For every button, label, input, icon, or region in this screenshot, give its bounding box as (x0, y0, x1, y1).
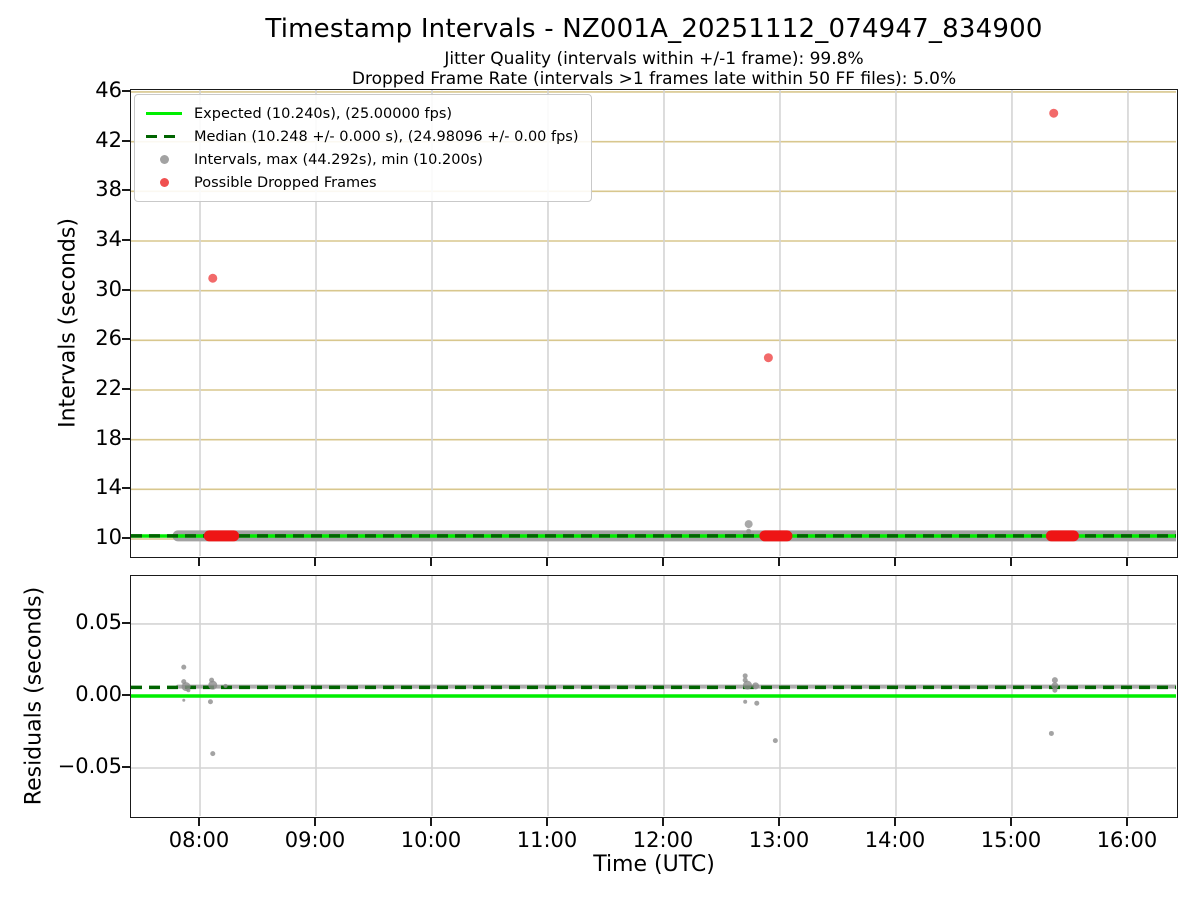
residual-point (181, 664, 187, 670)
xtick-mark-residuals (778, 818, 780, 826)
ytick-mark-intervals (122, 139, 130, 142)
xtick-label-time: 12:00 (632, 828, 694, 852)
xtick-mark-intervals (314, 558, 316, 566)
chart-title: Timestamp Intervals - NZ001A_20251112_07… (265, 14, 1043, 44)
residual-point (743, 699, 748, 704)
dropped-frame-point (208, 273, 218, 283)
legend-dot-marker (145, 155, 183, 164)
dropped-frame-point (763, 353, 773, 363)
xtick-mark-intervals (546, 558, 548, 566)
ytick-mark-intervals (122, 487, 130, 490)
legend-marker-shape (159, 178, 169, 187)
chart-subtitle-dropped: Dropped Frame Rate (intervals >1 frames … (351, 69, 957, 89)
residual-point (743, 680, 753, 690)
residual-point (223, 683, 228, 688)
legend-line-marker (145, 111, 183, 116)
legend-label: Expected (10.240s), (25.00000 fps) (194, 105, 453, 122)
xtick-mark-intervals (430, 558, 432, 566)
residual-point (207, 699, 213, 705)
ytick-label-intervals: 14 (95, 475, 122, 500)
xtick-mark-intervals (662, 558, 664, 566)
legend-row: Possible Dropped Frames (145, 171, 579, 194)
ytick-label-intervals: 38 (95, 177, 122, 202)
ytick-mark-residuals (122, 766, 130, 768)
xtick-label-time: 14:00 (864, 828, 926, 852)
legend-label: Possible Dropped Frames (194, 174, 377, 191)
xtick-label-time: 11:00 (516, 828, 578, 852)
residual-point (772, 738, 778, 744)
residual-point (210, 751, 216, 757)
xtick-mark-residuals (430, 818, 432, 826)
legend-marker-shape (146, 134, 182, 139)
residual-point (186, 688, 191, 693)
xtick-mark-residuals (894, 818, 896, 826)
interval-outlier-point (744, 520, 753, 529)
xtick-mark-residuals (198, 818, 200, 826)
xtick-mark-intervals (894, 558, 896, 566)
ytick-mark-residuals (122, 622, 130, 624)
residual-point (1048, 730, 1054, 736)
ytick-label-intervals: 22 (95, 376, 122, 401)
ytick-mark-intervals (122, 189, 130, 192)
ytick-label-intervals: 30 (95, 276, 122, 301)
residual-point (742, 673, 748, 679)
residual-point (752, 682, 760, 690)
ytick-label-intervals: 18 (95, 425, 122, 450)
residuals-plot-area (130, 575, 1178, 818)
xtick-label-time: 13:00 (748, 828, 810, 852)
ytick-mark-intervals (122, 90, 130, 92)
residual-point (754, 700, 760, 706)
xtick-label-time: 15:00 (980, 828, 1042, 852)
x-axis-label: Time (UTC) (593, 852, 715, 877)
ytick-mark-intervals (122, 288, 130, 291)
dropped-frame-point (1049, 108, 1059, 118)
residual-point (1051, 682, 1059, 690)
xtick-mark-intervals (198, 558, 200, 566)
xtick-mark-residuals (314, 818, 316, 826)
xtick-mark-intervals (778, 558, 780, 566)
ytick-label-intervals: 46 (95, 78, 122, 103)
xtick-mark-residuals (546, 818, 548, 826)
xtick-mark-residuals (1010, 818, 1012, 826)
ytick-mark-intervals (122, 537, 130, 539)
xtick-label-time: 09:00 (284, 828, 346, 852)
ytick-label-residuals: 0.05 (75, 609, 122, 634)
xtick-label-time: 10:00 (400, 828, 462, 852)
residual-point (1052, 687, 1058, 693)
xtick-label-time: 08:00 (168, 828, 230, 852)
chart-subtitle-jitter: Jitter Quality (intervals within +/-1 fr… (444, 49, 864, 69)
xtick-mark-residuals (1126, 818, 1128, 826)
legend-row: Expected (10.240s), (25.00000 fps) (145, 102, 579, 125)
legend-label: Intervals, max (44.292s), min (10.200s) (194, 151, 483, 168)
legend-marker-shape (146, 111, 182, 116)
ytick-mark-residuals (122, 694, 130, 696)
legend-dot-marker (145, 178, 183, 187)
xtick-mark-intervals (1010, 558, 1012, 566)
xtick-mark-residuals (662, 818, 664, 826)
residual-point (182, 698, 186, 702)
legend-line-marker (145, 134, 183, 139)
residual-point (1051, 677, 1058, 684)
legend-row: Intervals, max (44.292s), min (10.200s) (145, 148, 579, 171)
ytick-label-residuals: 0.00 (75, 682, 122, 707)
ytick-mark-intervals (122, 437, 130, 440)
ytick-label-intervals: 34 (95, 227, 122, 252)
legend-box: Expected (10.240s), (25.00000 fps) Median… (134, 94, 592, 202)
legend-label: Median (10.248 +/- 0.000 s), (24.98096 +… (194, 128, 579, 145)
xtick-label-time: 16:00 (1096, 828, 1158, 852)
legend-row: Median (10.248 +/- 0.000 s), (24.98096 +… (145, 125, 579, 148)
ytick-mark-intervals (122, 388, 130, 390)
residual-point (208, 680, 218, 690)
ytick-label-intervals: 42 (95, 127, 122, 152)
legend-marker-shape (159, 155, 169, 164)
ytick-label-intervals: 10 (95, 525, 122, 550)
ytick-label-residuals: −0.05 (57, 754, 122, 779)
xtick-mark-intervals (1126, 558, 1128, 566)
ytick-label-intervals: 26 (95, 326, 122, 351)
residuals-plot-canvas (131, 576, 1176, 816)
interval-outlier-point (746, 528, 752, 534)
ytick-mark-intervals (122, 338, 130, 341)
ytick-mark-intervals (122, 239, 130, 241)
